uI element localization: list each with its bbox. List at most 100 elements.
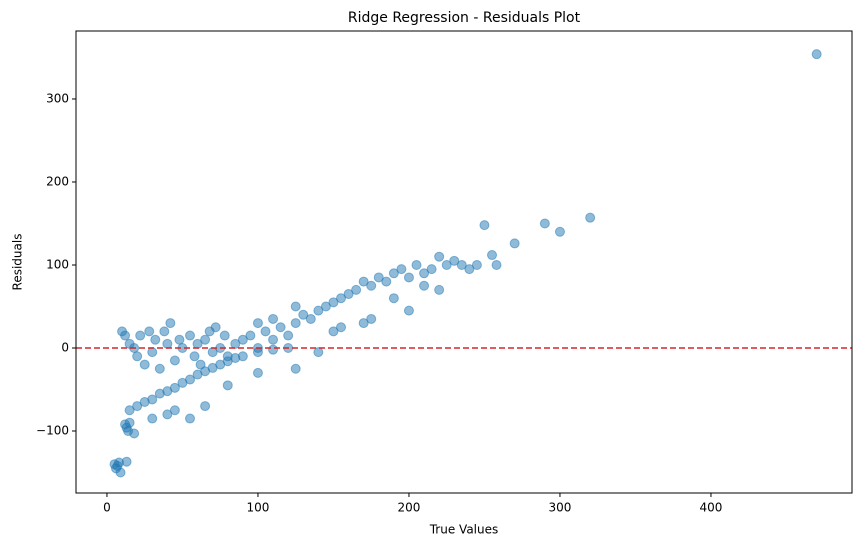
point [252,367,263,378]
point [219,330,230,341]
point [290,363,301,374]
point [358,318,369,329]
point [336,293,347,304]
point [121,456,132,467]
point [811,49,822,60]
point [144,326,155,337]
point [275,322,286,333]
point [245,330,256,341]
point [162,409,173,420]
y-tick-label: 300 [46,91,69,105]
x-tick-label: 300 [549,501,572,515]
point [260,326,271,337]
point [120,330,131,341]
point [169,382,180,393]
point [381,276,392,287]
point [419,280,430,291]
point [487,250,498,261]
point [290,301,301,312]
y-tick-label: 0 [61,340,69,354]
point [366,313,377,324]
point [313,347,324,358]
point [283,330,294,341]
point [298,309,309,320]
point [159,326,170,337]
point [169,355,180,366]
point [185,330,196,341]
point [132,401,143,412]
point [441,259,452,270]
x-tick-label: 100 [247,501,270,515]
point [150,334,161,345]
point [268,313,279,324]
point [539,218,550,229]
point [222,380,233,391]
point [195,359,206,370]
point [305,313,316,324]
point [111,463,122,474]
y-tick-label: 200 [46,174,69,188]
point [351,284,362,295]
point [585,212,596,223]
x-tick-label: 400 [700,501,723,515]
point [388,293,399,304]
point [210,322,221,333]
point [343,289,354,300]
point [328,297,339,308]
point [449,255,460,266]
chart-title: Ridge Regression - Residuals Plot [348,10,581,26]
point [147,413,158,424]
point [456,259,467,270]
point [434,284,445,295]
point [479,220,490,231]
point [139,359,150,370]
point [268,334,279,345]
point [411,259,422,270]
point [320,301,331,312]
point [124,417,135,428]
point [200,334,211,345]
point [135,330,146,341]
point [419,268,430,279]
point [366,280,377,291]
point [165,318,176,329]
point [491,259,502,270]
point [129,428,140,439]
x-tick-label: 0 [103,501,111,515]
point [373,272,384,283]
point [237,351,248,362]
point [154,363,165,374]
y-tick-label: 100 [46,257,69,271]
point [434,251,445,262]
point [403,305,414,316]
point [237,334,248,345]
x-axis-label: True Values [429,523,499,537]
point [403,272,414,283]
point [313,305,324,316]
point [162,338,173,349]
point [268,344,279,355]
point [396,264,407,275]
point [426,264,437,275]
point [328,326,339,337]
point [169,405,180,416]
plot-frame [75,30,853,494]
point [252,318,263,329]
point [147,347,158,358]
point [230,338,241,349]
x-tick-label: 200 [398,501,421,515]
point [147,394,158,405]
point [174,334,185,345]
point [358,276,369,287]
point [464,264,475,275]
y-axis-label: Residuals [11,234,25,291]
point [509,238,520,249]
point [185,413,196,424]
point [471,259,482,270]
point [388,268,399,279]
point [336,322,347,333]
point [132,351,143,362]
y-tick-label: −100 [36,423,69,437]
point [290,318,301,329]
